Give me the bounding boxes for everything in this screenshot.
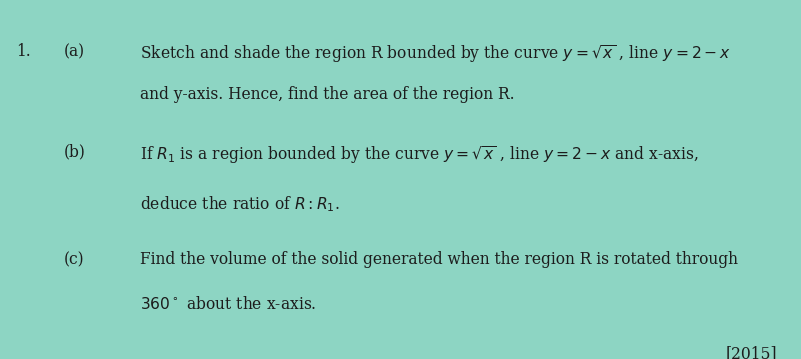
Text: [2015]: [2015] [726,345,777,359]
Text: 1.: 1. [16,43,30,60]
Text: $360^\circ$ about the x-axis.: $360^\circ$ about the x-axis. [140,296,316,313]
Text: Find the volume of the solid generated when the region R is rotated through: Find the volume of the solid generated w… [140,251,739,268]
Text: deduce the ratio of $R:R_1$.: deduce the ratio of $R:R_1$. [140,194,340,214]
Text: (c): (c) [64,251,85,268]
Text: If $R_1$ is a region bounded by the curve $y=\sqrt{x}$ , line $y=2-x$ and x-axis: If $R_1$ is a region bounded by the curv… [140,144,699,165]
Text: and y-axis. Hence, find the area of the region R.: and y-axis. Hence, find the area of the … [140,86,515,103]
Text: (b): (b) [64,144,86,160]
Text: Sketch and shade the region R bounded by the curve $y=\sqrt{x}$ , line $y=2-x$: Sketch and shade the region R bounded by… [140,43,731,65]
Text: (a): (a) [64,43,85,60]
